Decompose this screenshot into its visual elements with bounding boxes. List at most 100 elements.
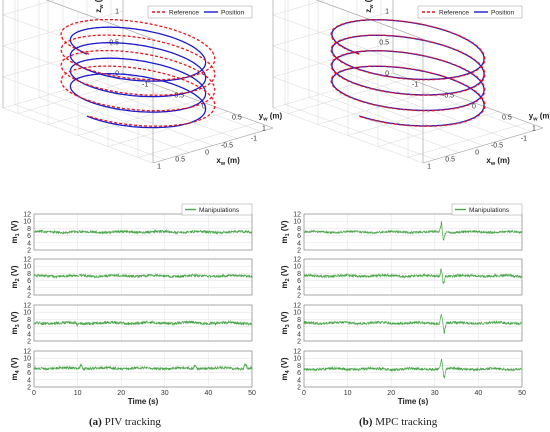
y-tick-label: 12: [23, 349, 31, 356]
x-tick-label: 10: [344, 390, 352, 397]
legend-box: [451, 203, 523, 216]
y-tick-label: 12: [293, 303, 301, 310]
y-tick-label: 12: [23, 212, 31, 219]
grid-line: [107, 111, 229, 147]
x-tick-label: -1: [521, 136, 527, 143]
y-tick-label: 12: [293, 212, 301, 219]
grid-line: [272, 0, 326, 16]
z-tick-label: 1: [385, 9, 389, 16]
legend-label-reference: Reference: [439, 10, 469, 17]
grid-line: [2, 0, 56, 16]
y-tick-label: 4: [297, 377, 301, 384]
y-tick-label: 4: [297, 331, 301, 338]
series-reference-line: [60, 18, 216, 127]
y-tick-label: 2: [297, 339, 301, 346]
axis-edge: [45, 0, 154, 40]
y-tick-label: -0.5: [442, 93, 454, 100]
y-tick-label: 2: [27, 385, 31, 392]
y-tick-label: 4: [27, 285, 31, 292]
y-tick-label: 4: [27, 240, 31, 247]
y-tick-label: 0: [202, 104, 206, 111]
x-axis-label: xw (m): [216, 156, 240, 167]
legend: Manipulations: [451, 203, 523, 216]
axis-edge: [315, 0, 424, 40]
y-tick-label: 2: [27, 293, 31, 300]
grid-line: [377, 111, 499, 147]
x-tick-label: 30: [431, 390, 439, 397]
y-tick-label: 10: [23, 310, 31, 317]
legend-label-position: Position: [221, 10, 245, 17]
y-tick-label: 10: [293, 264, 301, 271]
y-tick-label: 6: [27, 370, 31, 377]
y-tick-label: 0.5: [232, 115, 242, 122]
x-tick-label: -0.5: [221, 143, 233, 150]
y-axis-label: m2 (V): [10, 265, 21, 288]
y-tick-label: 12: [23, 303, 31, 310]
y-tick-label: 8: [297, 363, 301, 370]
y-axis-label: yw (m): [259, 111, 283, 122]
y-tick-label: 2: [297, 385, 301, 392]
series-manipulations-line: [303, 268, 523, 284]
y-tick-label: 8: [27, 317, 31, 324]
legend: Manipulations: [181, 203, 253, 216]
x-tick-label: 40: [475, 390, 483, 397]
z-tick-label: 0: [385, 71, 389, 78]
y-tick-label: 6: [27, 233, 31, 240]
legend-label-manipulations: Manipulations: [199, 207, 240, 214]
y-tick-label: 6: [27, 278, 31, 285]
axis-edge: [392, 72, 544, 129]
x-tick-label: -0.5: [491, 143, 503, 150]
x-tick-label: 0: [302, 390, 306, 397]
y-tick-label: 4: [27, 377, 31, 384]
legend-label-manipulations: Manipulations: [469, 207, 510, 214]
y-tick-label: 12: [293, 257, 301, 264]
y-tick-label: 8: [27, 363, 31, 370]
y-tick-label: 12: [293, 349, 301, 356]
legend: Reference Position: [417, 5, 523, 19]
y-tick-label: 10: [293, 310, 301, 317]
y-tick-label: 10: [293, 219, 301, 226]
x-tick-label: 0: [32, 390, 36, 397]
y-tick-label: 10: [23, 356, 31, 363]
legend-label-position: Position: [491, 10, 515, 17]
legend-box: [181, 203, 253, 216]
grid-line: [137, 122, 259, 158]
y-tick-label: -1: [412, 82, 418, 89]
y-tick-label: 2: [27, 248, 31, 255]
series-manipulations-line: [33, 363, 253, 372]
y-axis-label: m2 (V): [280, 265, 291, 288]
axis-edge: [422, 127, 544, 164]
x-tick-label: 10: [74, 390, 82, 397]
series-reference-line: [330, 18, 486, 127]
y-tick-label: 0: [472, 104, 476, 111]
y-axis-label: m1 (V): [10, 220, 21, 243]
axis-edge: [122, 72, 274, 129]
x-tick-label: 30: [161, 390, 169, 397]
grid-line: [284, 104, 436, 160]
y-tick-label: 8: [297, 317, 301, 324]
y-axis-label: yw (m): [529, 111, 550, 122]
y-tick-label: 6: [297, 233, 301, 240]
legend-box: [147, 5, 253, 19]
x-tick-label: 0: [475, 150, 479, 157]
series-manipulations-line: [303, 358, 523, 379]
y-tick-label: 8: [27, 226, 31, 233]
y-tick-label: 12: [23, 257, 31, 264]
x-tick-label: 1: [157, 164, 161, 171]
y-axis-label: m4 (V): [10, 357, 21, 380]
x-tick-label: 20: [387, 390, 395, 397]
y-tick-label: 1: [532, 126, 536, 133]
axes-frame: [303, 213, 523, 251]
series-manipulations-line: [33, 273, 253, 279]
y-tick-label: 10: [293, 356, 301, 363]
